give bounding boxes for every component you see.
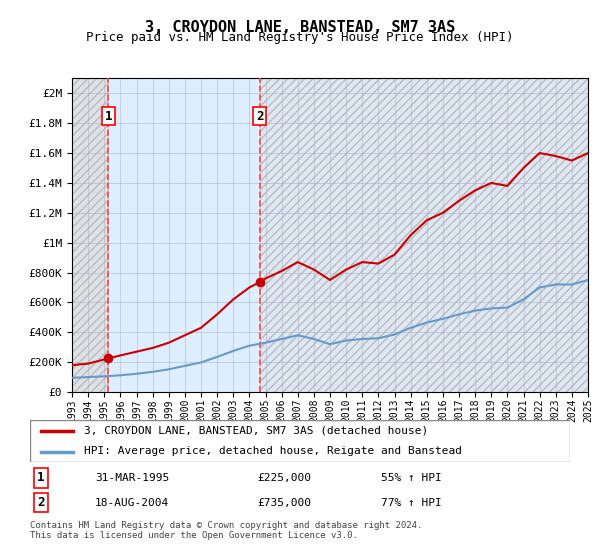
Text: £735,000: £735,000 <box>257 498 311 508</box>
Text: 77% ↑ HPI: 77% ↑ HPI <box>381 498 442 508</box>
Text: £225,000: £225,000 <box>257 473 311 483</box>
Text: 55% ↑ HPI: 55% ↑ HPI <box>381 473 442 483</box>
Text: 31-MAR-1995: 31-MAR-1995 <box>95 473 169 483</box>
Text: 3, CROYDON LANE, BANSTEAD, SM7 3AS (detached house): 3, CROYDON LANE, BANSTEAD, SM7 3AS (deta… <box>84 426 428 436</box>
FancyBboxPatch shape <box>30 420 570 462</box>
Text: Price paid vs. HM Land Registry's House Price Index (HPI): Price paid vs. HM Land Registry's House … <box>86 31 514 44</box>
Text: Contains HM Land Registry data © Crown copyright and database right 2024.
This d: Contains HM Land Registry data © Crown c… <box>30 521 422 540</box>
Text: 1: 1 <box>37 472 44 484</box>
Text: 18-AUG-2004: 18-AUG-2004 <box>95 498 169 508</box>
Text: 1: 1 <box>104 110 112 123</box>
Text: 2: 2 <box>256 110 263 123</box>
Text: 2: 2 <box>37 496 44 509</box>
Text: 3, CROYDON LANE, BANSTEAD, SM7 3AS: 3, CROYDON LANE, BANSTEAD, SM7 3AS <box>145 20 455 35</box>
Text: HPI: Average price, detached house, Reigate and Banstead: HPI: Average price, detached house, Reig… <box>84 446 462 456</box>
